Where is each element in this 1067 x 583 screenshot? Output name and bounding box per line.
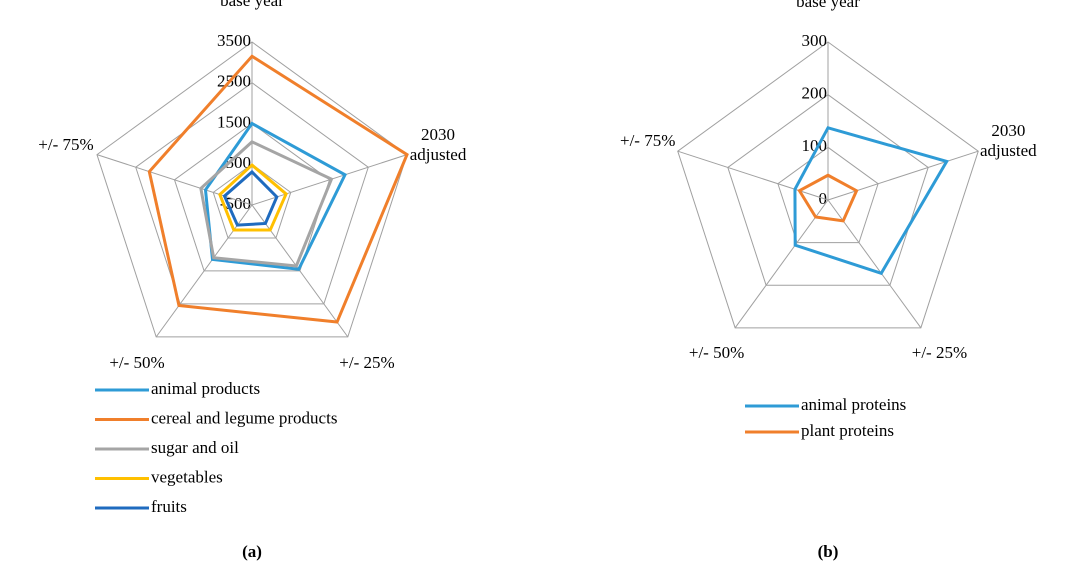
r-tick-label: 200 bbox=[802, 84, 828, 103]
grid-ring bbox=[173, 122, 331, 272]
panel-label: (b) bbox=[818, 542, 839, 561]
spoke bbox=[155, 204, 253, 338]
r-tick-label: 3500 bbox=[217, 31, 251, 50]
spoke bbox=[251, 204, 349, 338]
legend-label: plant proteins bbox=[801, 421, 894, 440]
spoke bbox=[677, 150, 829, 201]
legend-label: fruits bbox=[151, 497, 187, 516]
legend-label: vegetables bbox=[151, 467, 223, 486]
legend-label: cereal and legume products bbox=[151, 408, 337, 427]
series-line bbox=[218, 163, 288, 232]
grid-ring bbox=[677, 41, 979, 329]
series-line bbox=[222, 169, 279, 227]
category-label: base year bbox=[796, 0, 860, 12]
category-label: 2030 adjusted bbox=[409, 124, 467, 164]
series-line bbox=[797, 173, 859, 223]
r-tick-label: 500 bbox=[226, 153, 252, 172]
panel-label: (a) bbox=[242, 542, 262, 561]
grid-ring bbox=[727, 94, 929, 286]
category-label: +/- 25% bbox=[339, 353, 395, 373]
spoke bbox=[734, 199, 829, 329]
category-label: +/- 75% bbox=[38, 134, 94, 154]
grid-ring bbox=[212, 163, 292, 239]
r-tick-label: -500 bbox=[220, 194, 251, 213]
legend-label: animal products bbox=[151, 379, 260, 398]
category-label: +/- 75% bbox=[619, 131, 676, 151]
grid-ring bbox=[135, 82, 369, 305]
legend-label: sugar and oil bbox=[151, 438, 239, 457]
category-label: 2030 adjusted bbox=[979, 121, 1037, 161]
series-line bbox=[793, 126, 949, 276]
r-tick-label: 300 bbox=[802, 31, 828, 50]
spoke bbox=[827, 199, 922, 329]
r-tick-label: 1500 bbox=[217, 112, 251, 131]
category-label: +/- 25% bbox=[911, 343, 968, 363]
spoke bbox=[827, 150, 979, 201]
grid-ring bbox=[777, 146, 879, 244]
series-line bbox=[199, 140, 334, 268]
category-label: +/- 50% bbox=[109, 353, 165, 373]
category-label: base year bbox=[220, 0, 284, 11]
series-line bbox=[147, 54, 409, 324]
grid-ring bbox=[96, 41, 408, 338]
category-label: +/- 50% bbox=[688, 343, 745, 363]
legend-label: animal proteins bbox=[801, 395, 906, 414]
